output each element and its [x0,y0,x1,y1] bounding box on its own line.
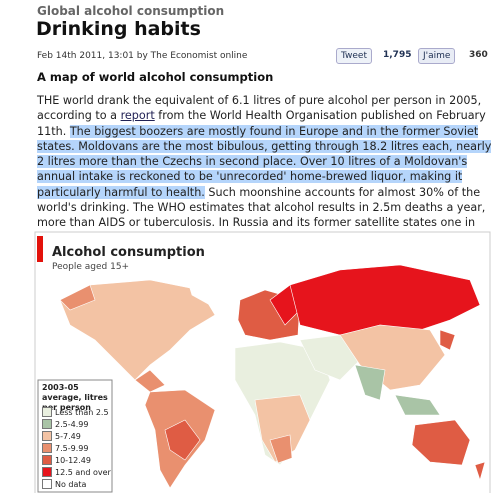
like-button[interactable]: J'aime [418,48,456,64]
legend-swatch [42,479,52,489]
legend-item: 5-7.49 [42,430,111,442]
tweet-button[interactable]: Tweet [336,48,372,64]
legend-swatch [42,431,52,441]
central-africa [254,394,311,463]
subheading: A map of world alcohol consumption [37,70,274,84]
australia [411,419,471,466]
legend-item: 7.5-9.99 [42,442,111,454]
legend-label: 10-12.49 [55,455,91,465]
brazil [164,419,201,461]
legend-swatch [42,443,52,453]
legend-item: 10-12.49 [42,454,111,466]
japan [439,329,456,351]
south-america [144,389,216,489]
legend-title: 2003-05 average, litres per person [42,383,108,412]
alaska [59,284,96,311]
china [339,324,446,391]
legend-items: Less than 2.5 2.5-4.99 5-7.49 7.5-9.99 10-12… [42,406,111,490]
southern-africa [269,434,293,464]
map-shapes [59,264,486,489]
legend-item: No data [42,478,111,490]
legend-swatch [42,407,52,417]
north-america [59,279,216,381]
text: from the World Health Organisation publi… [37,109,486,138]
legend-swatch [42,455,52,465]
legend-item: 2.5-4.99 [42,418,111,430]
eastern-europe [269,284,301,326]
legend-label: Less than 2.5 [55,407,109,417]
article-title: Drinking habits [36,18,201,40]
north-africa [234,341,331,466]
legend-label: 5-7.49 [55,431,81,441]
russia [289,264,481,336]
paragraph: THE world drank the equivalent of 6.1 li… [37,93,492,246]
legend-label: 12.5 and over [55,467,111,477]
europe [237,289,301,341]
legend-label: No data [55,479,87,489]
middle-east [299,334,361,381]
link[interactable]: report [120,109,155,123]
map-subtitle: People aged 15+ [52,262,130,272]
southeast-asia [394,394,441,416]
tweet-label[interactable]: Tweet [341,51,367,61]
like-label[interactable]: J'aime [423,51,451,61]
tweet-count: 1,795 [383,50,412,60]
legend-item: Less than 2.5 [42,406,111,418]
byline: Feb 14th 2011, 13:01 by The Economist on… [37,51,248,61]
legend-label: 7.5-9.99 [55,443,89,453]
legend-swatch [42,419,52,429]
text: THE world drank the equivalent of 6.1 li… [37,94,482,123]
legend-label: 2.5-4.99 [55,419,89,429]
greenland [184,267,233,306]
section-title: Global alcohol consumption [37,4,225,18]
legend-item: 12.5 and over [42,466,111,478]
new-zealand [474,461,486,482]
legend-swatch [42,467,52,477]
central-america [134,369,166,393]
like-count: 360 [469,50,488,60]
india [354,364,386,401]
map-title: Alcohol consumption [52,245,205,260]
